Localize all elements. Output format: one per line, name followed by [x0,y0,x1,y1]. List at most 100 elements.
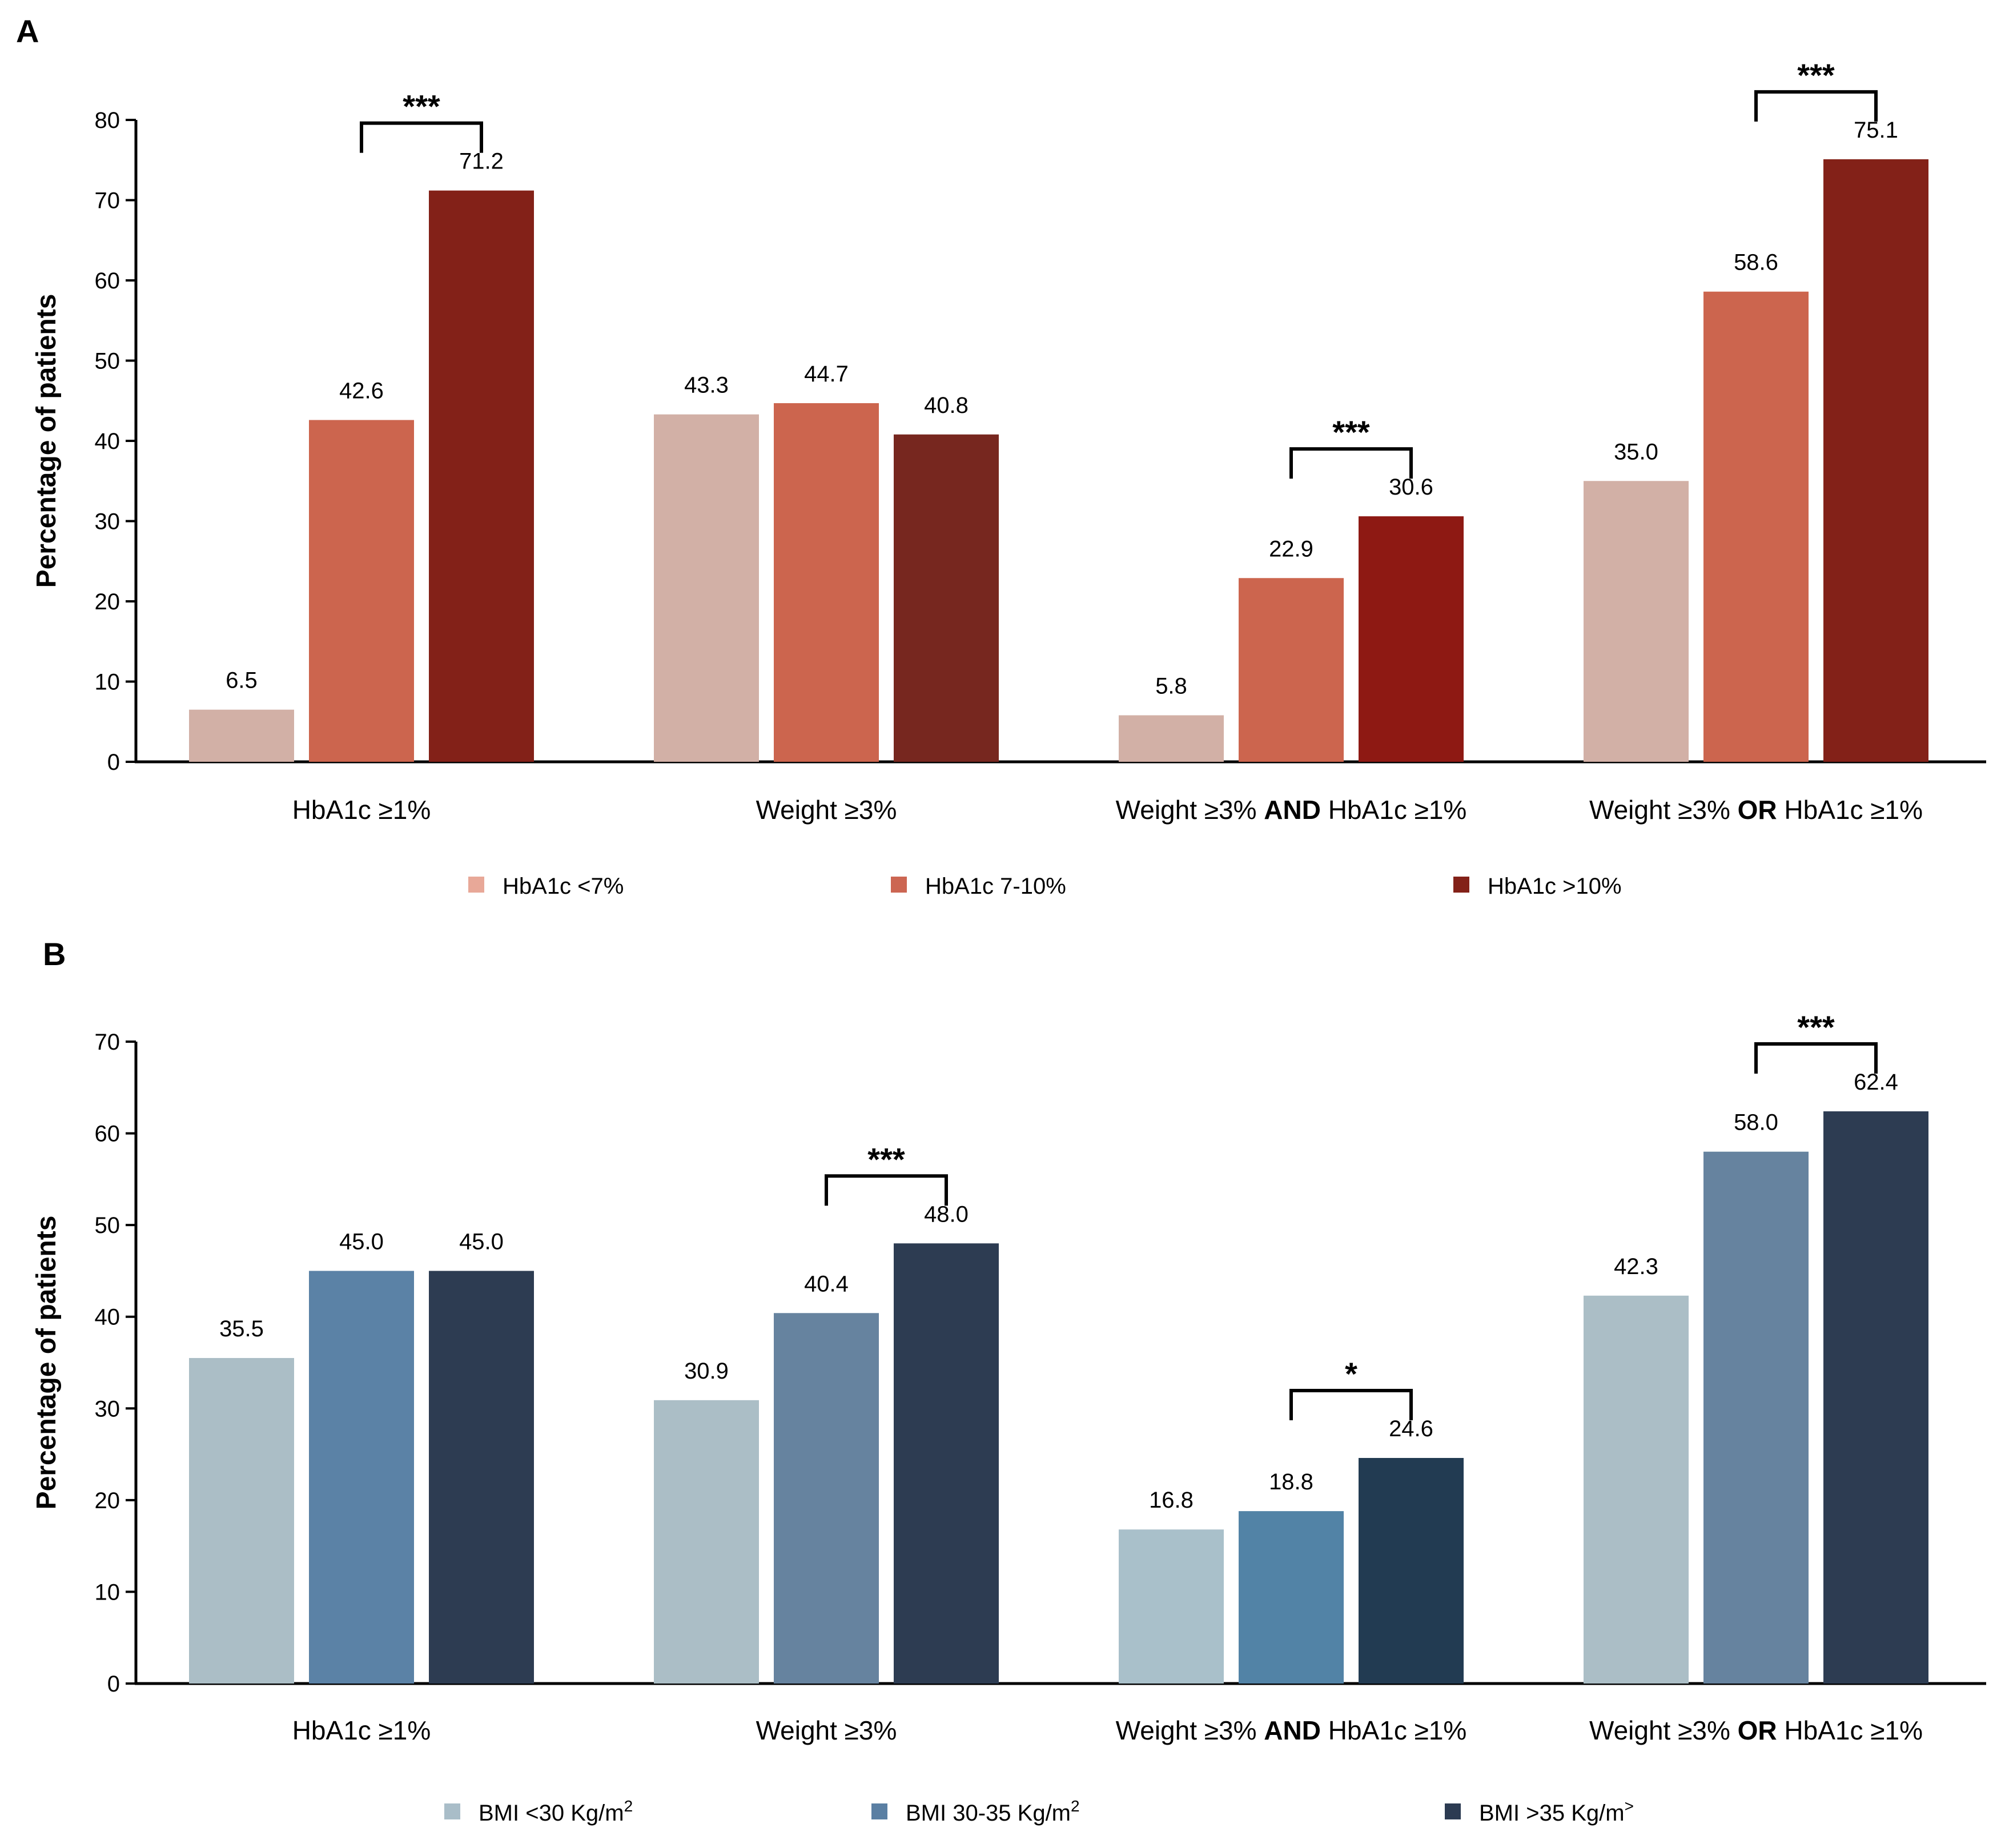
data-label: 35.0 [1614,439,1658,464]
bar [189,1357,294,1684]
bar [654,1400,759,1684]
y-tick-label: 60 [95,1122,120,1147]
y-axis-label: Percentage of patients [31,1216,62,1510]
legend-label: HbA1c >10% [1488,874,1622,899]
bar [1359,516,1464,762]
legend-label: BMI 30-35 Kg/m2 [906,1797,1080,1826]
significance-bracket [825,1174,948,1206]
significance-marker: *** [1332,414,1370,450]
bar [1239,1511,1344,1684]
category-label: Weight ≥3% [756,1716,897,1745]
bar [1584,481,1689,762]
data-label: 45.0 [459,1229,504,1254]
bar [1359,1457,1464,1684]
legend-label: HbA1c 7-10% [925,874,1066,899]
y-tick-label: 0 [107,1672,120,1697]
significance-marker: *** [1797,57,1835,93]
legend-swatch [871,1803,887,1819]
y-tick-label: 70 [95,188,120,214]
data-label: 71.2 [459,149,504,174]
legend-swatch [891,877,907,893]
data-label: 5.8 [1155,674,1187,699]
category-label: Weight ≥3% OR HbA1c ≥1% [1589,795,1923,825]
bar [1119,1529,1224,1684]
data-label: 30.9 [684,1359,729,1384]
data-label: 16.8 [1149,1488,1194,1513]
category-label: Weight ≥3% OR HbA1c ≥1% [1589,1716,1923,1745]
y-tick-label: 70 [95,1030,120,1055]
bar [309,420,414,762]
significance-bracket [1754,90,1878,122]
bar [894,1243,999,1684]
category-label: HbA1c ≥1% [292,795,431,825]
significance-bracket [1289,1388,1413,1420]
significance-marker: * [1345,1356,1357,1392]
data-label: 24.6 [1389,1416,1433,1441]
bar [1703,1151,1809,1684]
legend-label: BMI <30 Kg/m2 [479,1797,633,1826]
y-tick-label: 0 [107,750,120,775]
data-label: 44.7 [804,361,849,387]
data-label: 58.0 [1734,1110,1778,1135]
legend-swatch [468,877,484,893]
bar [774,403,879,762]
data-label: 35.5 [219,1316,264,1341]
category-label: Weight ≥3% AND HbA1c ≥1% [1116,795,1467,825]
bar [429,190,534,762]
y-tick-label: 20 [95,589,120,614]
y-axis-label: Percentage of patients [31,294,62,588]
bar [1119,715,1224,762]
data-label: 62.4 [1854,1070,1898,1095]
chart-panel-b: B Percentage of patients 0 10 20 30 40 50 60 70 35… [31,936,1986,1826]
panel-label: B [43,936,66,972]
bar [1584,1295,1689,1684]
data-label: 40.8 [924,393,969,418]
bar [1823,1111,1928,1684]
category-label: Weight ≥3% [756,795,897,825]
bar [774,1313,879,1684]
bar [429,1271,534,1684]
significance-marker: *** [1797,1009,1835,1045]
data-label: 18.8 [1269,1469,1313,1495]
bar [1703,291,1809,762]
y-tick-label: 20 [95,1488,120,1513]
y-tick-label: 30 [95,509,120,535]
data-label: 75.1 [1854,118,1898,143]
data-label: 30.6 [1389,475,1433,500]
y-tick-label: 10 [95,670,120,695]
data-label: 43.3 [684,373,729,398]
y-tick-label: 40 [95,1305,120,1330]
y-tick-label: 80 [95,108,120,133]
y-tick-label: 30 [95,1396,120,1421]
significance-marker: *** [403,89,440,124]
bar [894,434,999,762]
significance-bracket [1289,447,1413,479]
panel-label: A [16,13,39,49]
legend-swatch [1453,877,1469,893]
y-tick-label: 50 [95,1213,120,1238]
data-label: 40.4 [804,1271,849,1296]
significance-bracket [1754,1042,1878,1074]
y-tick-label: 50 [95,349,120,374]
category-label: Weight ≥3% AND HbA1c ≥1% [1116,1716,1467,1745]
bar [1823,159,1928,762]
bar [1239,578,1344,762]
data-label: 42.3 [1614,1254,1658,1279]
chart-panel-a: A Percentage of patients 0 10 20 30 40 50 60 70 80… [16,13,1986,899]
bar [309,1271,414,1684]
data-label: 48.0 [924,1202,969,1227]
legend-label: HbA1c <7% [503,874,624,899]
y-tick-label: 10 [95,1580,120,1605]
data-label: 58.6 [1734,250,1778,275]
bar [189,709,294,762]
legend-swatch [444,1803,460,1819]
category-label: HbA1c ≥1% [292,1716,431,1745]
legend-swatch [1445,1803,1461,1819]
y-tick-label: 60 [95,268,120,294]
y-tick-label: 40 [95,429,120,454]
legend-label: BMI >35 Kg/m> [1479,1797,1634,1826]
data-label: 42.6 [339,378,384,403]
significance-marker: *** [867,1141,905,1177]
data-label: 6.5 [226,668,258,693]
